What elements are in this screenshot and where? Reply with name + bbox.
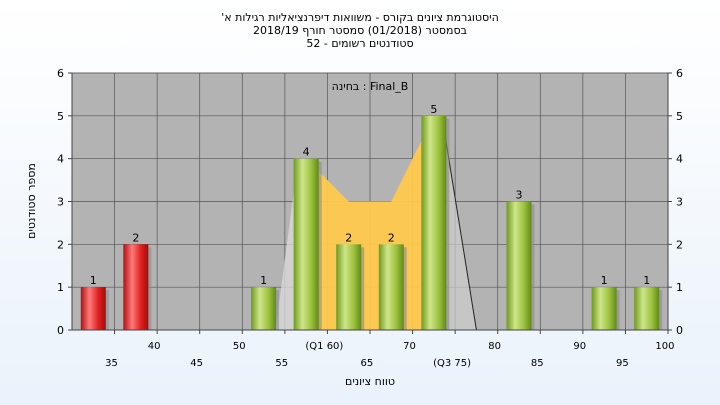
- x-tick-label: 85: [531, 358, 544, 369]
- lower-whisker-area: [275, 158, 299, 330]
- chart-title-line-1: 'היסטוגרמת ציונים בקורס - משוואות דיפרנצ…: [221, 11, 499, 24]
- y-tick-label-right: 0: [676, 324, 683, 337]
- histogram-bar: [80, 287, 106, 330]
- x-tick-label: 55: [275, 358, 288, 369]
- y-tick-label-left: 1: [57, 281, 64, 294]
- x-axis-title: טווח ציונים: [345, 375, 395, 388]
- y-tick-label-left: 3: [57, 196, 64, 209]
- chart-title-line-2: בסמסטר (01/2018) סמסטר חורף 2018/19: [253, 24, 467, 37]
- y-tick-label-right: 3: [676, 196, 683, 209]
- bar-value-label: 5: [430, 103, 437, 116]
- y-tick-label-left: 4: [57, 153, 64, 166]
- x-tick-label: (Q3 75): [433, 358, 471, 369]
- y-tick-label-left: 0: [57, 324, 64, 337]
- bar-value-label: 2: [132, 231, 139, 244]
- y-tick-label-right: 4: [676, 153, 683, 166]
- y-tick-label-left: 5: [57, 110, 64, 123]
- x-tick-label: 95: [616, 358, 629, 369]
- histogram-bar: [506, 201, 532, 330]
- bar-value-label: 4: [303, 146, 310, 159]
- histogram-bar: [634, 287, 660, 330]
- exam-annotation: בחינה : Final_B: [332, 80, 409, 93]
- bar-value-label: 2: [345, 231, 352, 244]
- histogram-bar: [336, 244, 362, 330]
- y-axis-title: מספר סטודנטים: [25, 163, 38, 239]
- histogram-bar: [591, 287, 617, 330]
- x-tick-label: 80: [488, 341, 501, 352]
- y-tick-label-right: 1: [676, 281, 683, 294]
- x-tick-label: 100: [655, 341, 674, 352]
- bar-value-label: 3: [516, 189, 523, 202]
- chart-title-line-3: סטודנטים רשומים - 52: [306, 37, 414, 50]
- y-tick-label-right: 6: [676, 67, 683, 80]
- x-tick-label: 45: [190, 358, 203, 369]
- y-tick-label-left: 2: [57, 238, 64, 251]
- bar-value-label: 1: [260, 274, 267, 287]
- x-tick-label: (Q1 60): [305, 341, 343, 352]
- x-tick-label: 40: [148, 341, 161, 352]
- histogram-bar: [378, 244, 404, 330]
- x-tick-label: 90: [573, 341, 586, 352]
- x-tick-label: 65: [361, 358, 374, 369]
- x-tick-label: 35: [105, 358, 118, 369]
- bar-value-label: 1: [643, 274, 650, 287]
- histogram-bar: [251, 287, 277, 330]
- histogram-bar: [421, 115, 447, 330]
- histogram-bar: [293, 158, 319, 330]
- bar-value-label: 1: [90, 274, 97, 287]
- y-tick-label-left: 6: [57, 67, 64, 80]
- y-tick-label-right: 5: [676, 110, 683, 123]
- y-tick-label-right: 2: [676, 238, 683, 251]
- histogram-bar: [123, 244, 149, 330]
- bar-value-label: 1: [601, 274, 608, 287]
- x-tick-label: 50: [233, 341, 246, 352]
- x-tick-label: 70: [403, 341, 416, 352]
- bar-value-label: 2: [388, 231, 395, 244]
